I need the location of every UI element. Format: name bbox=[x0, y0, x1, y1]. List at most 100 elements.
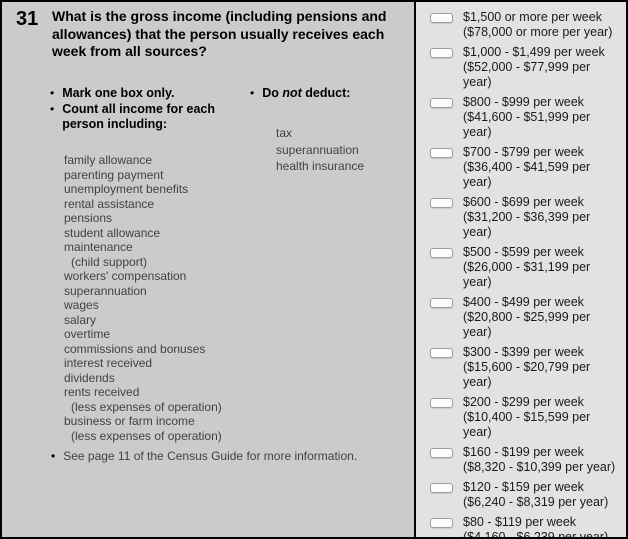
income-option-checkbox[interactable] bbox=[430, 448, 453, 458]
income-source: dividends bbox=[64, 370, 115, 385]
answer-panel: $1,500 or more per week ($78,000 or more … bbox=[414, 2, 626, 537]
week-range: $300 - $399 per week bbox=[463, 345, 584, 359]
income-sources-list: family allowance parenting payment unemp… bbox=[64, 153, 222, 443]
income-option-label: $800 - $999 per week ($41,600 - $51,999 p… bbox=[463, 95, 620, 140]
income-option-checkbox[interactable] bbox=[430, 518, 453, 528]
year-range: ($8,320 - $10,399 per year) bbox=[463, 460, 616, 474]
instruction-text: Count all income for each person includi… bbox=[62, 102, 216, 131]
income-option-checkbox[interactable] bbox=[430, 298, 453, 308]
income-option-checkbox[interactable] bbox=[430, 398, 453, 408]
bullet-icon: • bbox=[50, 86, 55, 100]
income-option-label: $700 - $799 per week ($36,400 - $41,599 p… bbox=[463, 145, 620, 190]
instruction-count-all-income: • Count all income for each person inclu… bbox=[50, 102, 228, 132]
year-range: ($41,600 - $51,999 per year) bbox=[463, 110, 591, 139]
income-option: $120 - $159 per week ($6,240 - $8,319 per… bbox=[430, 480, 620, 510]
income-source: overtime bbox=[64, 327, 111, 341]
income-option: $1,000 - $1,499 per week ($52,000 - $77,9… bbox=[430, 45, 620, 90]
week-range: $700 - $799 per week bbox=[463, 145, 584, 159]
week-range: $400 - $499 per week bbox=[463, 295, 584, 309]
instruction-do-not-deduct: • Do not deduct: bbox=[250, 86, 400, 101]
income-source: student allowance bbox=[64, 225, 161, 240]
income-option-checkbox[interactable] bbox=[430, 483, 453, 493]
instruction-text: Mark one box only. bbox=[62, 86, 175, 100]
income-source: rental assistance bbox=[64, 196, 155, 211]
income-source: (less expenses of operation) bbox=[71, 399, 222, 414]
income-option-label: $80 - $119 per week ($4,160 - $6,239 per … bbox=[463, 515, 609, 539]
question-header: 31 What is the gross income (including p… bbox=[16, 8, 404, 61]
question-panel: 31 What is the gross income (including p… bbox=[2, 2, 414, 537]
year-range: ($26,000 - $31,199 per year) bbox=[463, 260, 591, 289]
instructions: • Mark one box only. • Count all income … bbox=[50, 86, 228, 132]
income-option: $800 - $999 per week ($41,600 - $51,999 p… bbox=[430, 95, 620, 140]
year-range: ($6,240 - $8,319 per year) bbox=[463, 495, 609, 509]
income-option-checkbox[interactable] bbox=[430, 148, 453, 158]
week-range: $200 - $299 per week bbox=[463, 395, 584, 409]
week-range: $1,500 or more per week bbox=[463, 10, 602, 24]
income-option: $200 - $299 per week ($10,400 - $15,599 p… bbox=[430, 395, 620, 440]
income-source: parenting payment bbox=[64, 167, 164, 182]
income-source: maintenance bbox=[64, 240, 133, 254]
week-range: $600 - $699 per week bbox=[463, 195, 584, 209]
year-range: ($78,000 or more per year) bbox=[463, 25, 613, 39]
income-source: workers' compensation bbox=[64, 269, 187, 283]
year-range: ($36,400 - $41,599 per year) bbox=[463, 160, 591, 189]
deduct-not-italic: not bbox=[282, 86, 302, 100]
census-guide-note-text: See page 11 of the Census Guide for more… bbox=[63, 449, 358, 463]
year-range: ($10,400 - $15,599 per year) bbox=[463, 410, 591, 439]
income-source: (less expenses of operation) bbox=[71, 428, 222, 443]
income-source: superannuation bbox=[64, 283, 147, 298]
income-option-checkbox[interactable] bbox=[430, 13, 453, 23]
income-source: business or farm income bbox=[64, 414, 195, 428]
income-option-label: $160 - $199 per week ($8,320 - $10,399 pe… bbox=[463, 445, 615, 475]
income-option: $500 - $599 per week ($26,000 - $31,199 p… bbox=[430, 245, 620, 290]
deduct-prefix: Do bbox=[262, 86, 283, 100]
question-number: 31 bbox=[16, 8, 39, 30]
income-source: salary bbox=[64, 312, 97, 327]
week-range: $120 - $159 per week bbox=[463, 480, 584, 494]
income-source: pensions bbox=[64, 211, 113, 225]
income-options-list: $1,500 or more per week ($78,000 or more … bbox=[430, 10, 620, 539]
deduct-suffix: deduct: bbox=[301, 86, 351, 100]
instruction-mark-one-box: • Mark one box only. bbox=[50, 86, 228, 101]
income-option-checkbox[interactable] bbox=[430, 248, 453, 258]
income-option: $1,500 or more per week ($78,000 or more … bbox=[430, 10, 620, 40]
year-range: ($31,200 - $36,399 per year) bbox=[463, 210, 591, 239]
income-option-label: $1,000 - $1,499 per week ($52,000 - $77,9… bbox=[463, 45, 620, 90]
income-source: unemployment benefits bbox=[64, 182, 189, 196]
income-option-label: $200 - $299 per week ($10,400 - $15,599 p… bbox=[463, 395, 620, 440]
income-option-label: $120 - $159 per week ($6,240 - $8,319 per… bbox=[463, 480, 608, 510]
income-source: (child support) bbox=[71, 254, 148, 269]
week-range: $160 - $199 per week bbox=[463, 445, 584, 459]
deduct-items-list: tax superannuation health insurance bbox=[276, 125, 400, 175]
income-source: family allowance bbox=[64, 153, 153, 167]
week-range: $1,000 - $1,499 per week bbox=[463, 45, 605, 59]
week-range: $80 - $119 per week bbox=[463, 515, 577, 529]
bullet-icon: • bbox=[51, 449, 56, 463]
income-source: wages bbox=[64, 298, 99, 312]
income-option: $700 - $799 per week ($36,400 - $41,599 p… bbox=[430, 145, 620, 190]
income-option-label: $1,500 or more per week ($78,000 or more … bbox=[463, 10, 612, 40]
income-option-checkbox[interactable] bbox=[430, 198, 453, 208]
year-range: ($4,160 - $6,239 per year) bbox=[463, 530, 609, 539]
do-not-deduct-block: • Do not deduct: tax superannuation heal… bbox=[250, 86, 400, 175]
census-guide-note: • See page 11 of the Census Guide for mo… bbox=[51, 449, 391, 464]
do-not-deduct-label: Do not deduct: bbox=[262, 86, 350, 101]
income-option: $400 - $499 per week ($20,800 - $25,999 p… bbox=[430, 295, 620, 340]
income-option-checkbox[interactable] bbox=[430, 348, 453, 358]
income-option-label: $300 - $399 per week ($15,600 - $20,799 p… bbox=[463, 345, 620, 390]
income-source: interest received bbox=[64, 356, 153, 370]
income-option-checkbox[interactable] bbox=[430, 48, 453, 58]
bullet-icon: • bbox=[50, 102, 55, 116]
year-range: ($20,800 - $25,999 per year) bbox=[463, 310, 591, 339]
bullet-icon: • bbox=[250, 86, 255, 100]
income-option: $300 - $399 per week ($15,600 - $20,799 p… bbox=[430, 345, 620, 390]
income-option-checkbox[interactable] bbox=[430, 98, 453, 108]
week-range: $500 - $599 per week bbox=[463, 245, 584, 259]
income-option: $80 - $119 per week ($4,160 - $6,239 per … bbox=[430, 515, 620, 539]
income-option-label: $400 - $499 per week ($20,800 - $25,999 p… bbox=[463, 295, 620, 340]
week-range: $800 - $999 per week bbox=[463, 95, 584, 109]
year-range: ($15,600 - $20,799 per year) bbox=[463, 360, 591, 389]
income-option: $160 - $199 per week ($8,320 - $10,399 pe… bbox=[430, 445, 620, 475]
deduct-item: tax bbox=[276, 126, 293, 140]
